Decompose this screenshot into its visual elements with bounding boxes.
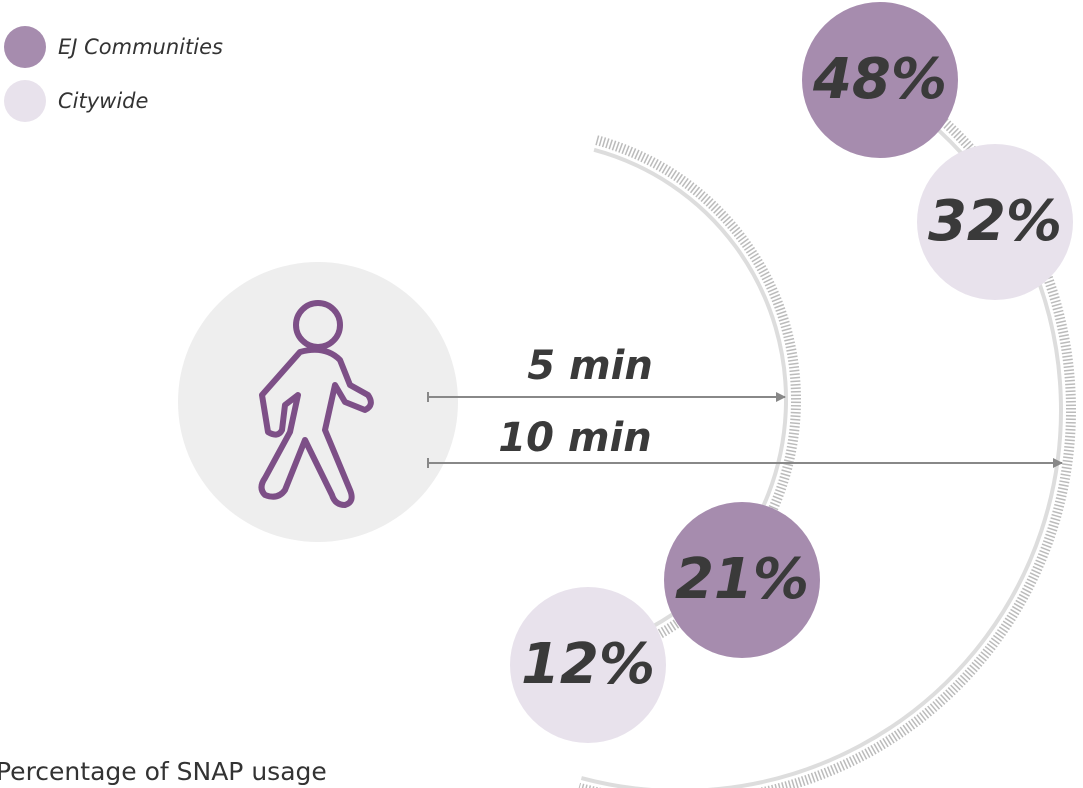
walker-circle (178, 262, 458, 542)
bubble-label: 48% (812, 47, 947, 112)
bubble (917, 144, 1073, 300)
ring-label: 10 min (498, 415, 651, 461)
legend-label: EJ Communities (58, 35, 223, 59)
legend-label: Citywide (58, 89, 148, 113)
legend-swatch (4, 80, 46, 122)
bubble (510, 587, 666, 743)
caption: Percentage of SNAP usage (0, 757, 327, 786)
bubble-label: 32% (928, 189, 1062, 254)
bubble-label: 21% (675, 547, 809, 612)
legend-swatch (4, 26, 46, 68)
bubble (664, 502, 820, 658)
ring-label: 5 min (527, 343, 653, 389)
ring-ticks (572, 135, 801, 670)
ring-line (571, 147, 788, 658)
walker-icon (258, 300, 374, 508)
bubble (802, 2, 958, 158)
bubble-label: 12% (521, 632, 655, 697)
